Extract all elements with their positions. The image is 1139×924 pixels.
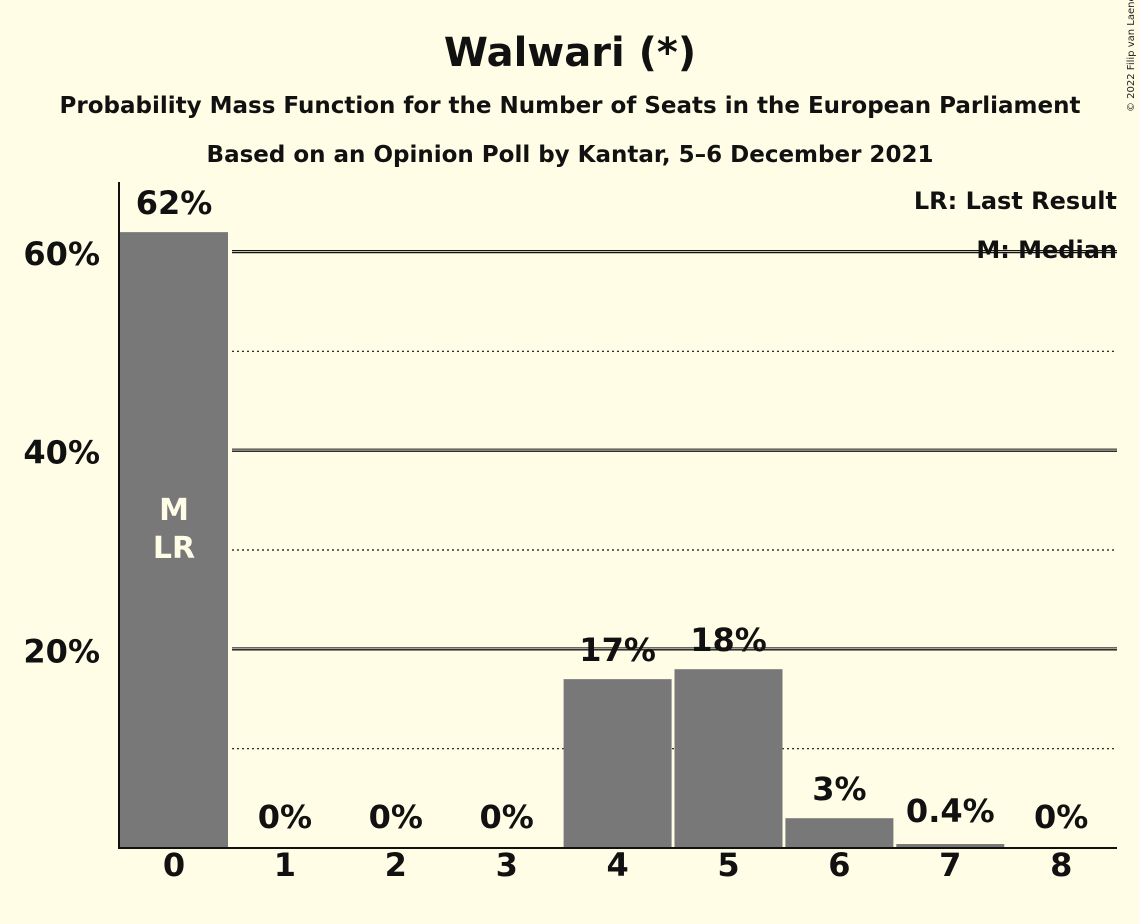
x-tick-label: 8 (1050, 846, 1072, 884)
bar-value-label: 0.4% (906, 792, 995, 830)
bar-5 (674, 669, 783, 848)
legend-last-result: LR: Last Result (914, 187, 1117, 215)
bar-4 (563, 679, 672, 848)
y-tick-label: 40% (23, 434, 100, 472)
bar-0 (120, 232, 228, 849)
x-tick-label: 6 (828, 846, 850, 884)
bar-value-label: 62% (136, 184, 213, 222)
x-tick-label: 0 (163, 846, 185, 884)
bar-value-label: 3% (812, 770, 866, 808)
bar-7 (896, 844, 1005, 848)
copyright-notice: © 2022 Filip van Laenen (1126, 0, 1137, 112)
bars (120, 232, 1005, 849)
chart-subtitle-1: Probability Mass Function for the Number… (60, 93, 1081, 119)
legend-median: M: Median (976, 236, 1117, 264)
x-tick-label: 3 (496, 846, 518, 884)
axes: 20% 40% 60% 0 1 2 3 4 5 6 7 8 (23, 182, 1117, 884)
bar-6 (785, 818, 894, 848)
chart-subtitle-2: Based on an Opinion Poll by Kantar, 5–6 … (207, 142, 934, 168)
x-tick-label: 7 (939, 846, 961, 884)
y-tick-label: 60% (23, 235, 100, 273)
y-tick-label: 20% (23, 632, 100, 670)
bar-value-label: 0% (480, 798, 534, 836)
bar-value-label: 0% (369, 798, 423, 836)
bar-value-label: 0% (258, 798, 312, 836)
bar-value-label: 17% (579, 631, 656, 669)
x-tick-label: 4 (606, 846, 628, 884)
data-labels: 62% MLR 0% 0% 0% 17% 18% 3% 0.4% 0% (136, 184, 1089, 836)
gridlines (232, 250, 1117, 750)
bar-value-label: 0% (1034, 798, 1088, 836)
x-tick-label: 5 (717, 846, 739, 884)
x-tick-label: 1 (274, 846, 296, 884)
x-tick-label: 2 (385, 846, 407, 884)
bar-value-label: 18% (690, 621, 767, 659)
in-bar-label: M (159, 493, 189, 528)
chart-title: Walwari (*) (444, 30, 696, 76)
in-bar-label: LR (153, 531, 195, 566)
